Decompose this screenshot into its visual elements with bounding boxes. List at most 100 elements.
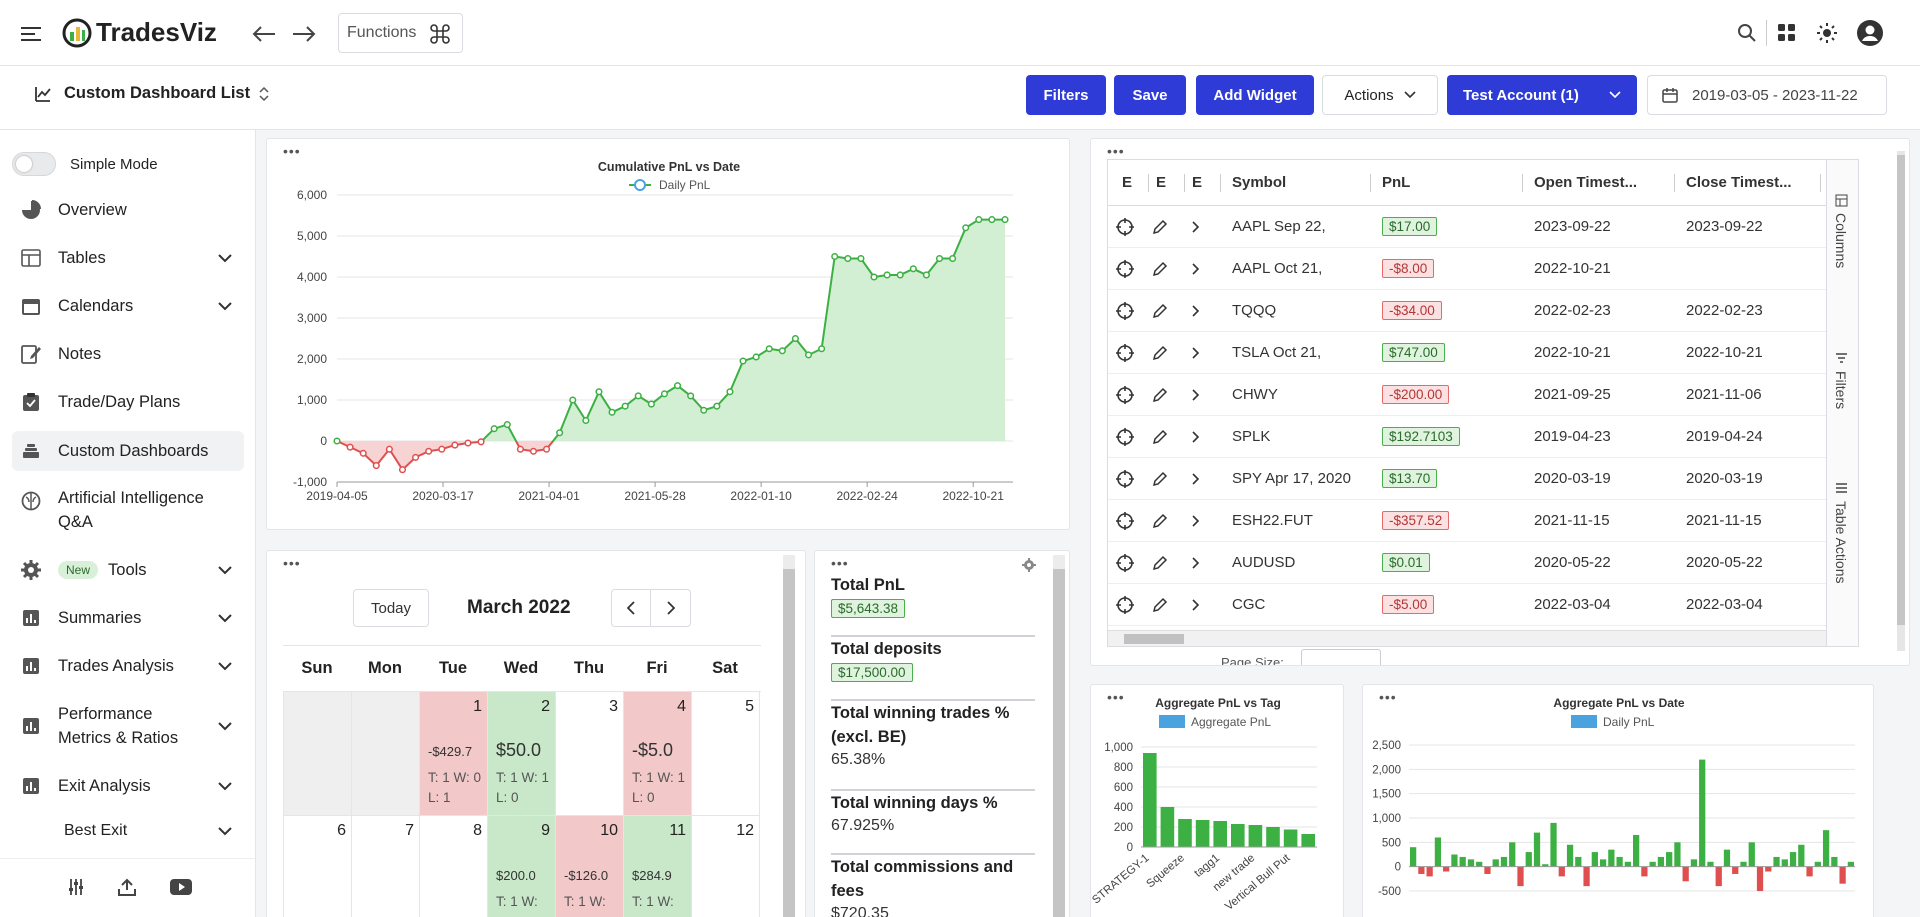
calendar-day[interactable]: 1 -$429.7 T: 1 W: 0 L: 1 <box>420 692 488 816</box>
actions-dropdown[interactable]: Actions <box>1322 75 1438 115</box>
sidebar-item-overview[interactable]: Overview <box>12 192 244 228</box>
calendar-day[interactable]: 9 $200.0 T: 1 W: <box>488 816 556 917</box>
crosshair-icon[interactable] <box>1116 374 1136 415</box>
chevron-right-icon[interactable] <box>1192 584 1208 625</box>
widget-drag-handle[interactable]: ••• <box>831 555 849 571</box>
filters-tab[interactable]: Filters <box>1833 352 1849 409</box>
pencil-icon[interactable] <box>1152 458 1172 499</box>
table-row[interactable]: AUDUSD $0.01 2020-05-22 2020-05-22 <box>1108 542 1826 584</box>
sidebar-item-notes[interactable]: Notes <box>12 336 244 372</box>
column-header[interactable]: E <box>1192 174 1203 191</box>
column-header-close[interactable]: Close Timest... <box>1686 174 1792 191</box>
table-row[interactable]: ESH22.FUT -$357.52 2021-11-15 2021-11-15 <box>1108 500 1826 542</box>
pencil-icon[interactable] <box>1152 584 1172 625</box>
sliders-icon[interactable] <box>66 877 86 897</box>
column-header[interactable]: E <box>1156 174 1167 191</box>
chevron-right-icon[interactable] <box>1192 332 1208 373</box>
calendar-day[interactable]: 11 $284.9 T: 1 W: <box>624 816 692 917</box>
column-header[interactable]: E <box>1122 174 1133 191</box>
calendar-day[interactable] <box>284 692 352 816</box>
crosshair-icon[interactable] <box>1116 542 1136 583</box>
calendar-day[interactable]: 6 <box>284 816 352 917</box>
gear-icon[interactable] <box>1021 557 1037 573</box>
table-row[interactable]: TQQQ -$34.00 2022-02-23 2022-02-23 <box>1108 290 1826 332</box>
table-row[interactable]: SPY Apr 17, 2020 $13.70 2020-03-19 2020-03-… <box>1108 458 1826 500</box>
column-header-open[interactable]: Open Timest... <box>1534 174 1638 191</box>
pencil-icon[interactable] <box>1152 374 1172 415</box>
columns-tab[interactable]: Columns <box>1833 194 1849 268</box>
youtube-icon[interactable] <box>170 877 192 897</box>
sidebar-item-ai-qa[interactable]: Artificial Intelligence Q&A <box>12 486 244 534</box>
chevron-right-icon[interactable] <box>1192 248 1208 289</box>
pencil-icon[interactable] <box>1152 416 1172 457</box>
table-row[interactable]: TSLA Oct 21, $747.00 2022-10-21 2022-10-21 <box>1108 332 1826 374</box>
sidebar-item-best-exit[interactable]: Best Exit <box>12 816 244 846</box>
table-row[interactable]: SPLK $192.7103 2019-04-23 2019-04-24 <box>1108 416 1826 458</box>
calendar-day[interactable]: 8 <box>420 816 488 917</box>
calendar-day[interactable] <box>352 692 420 816</box>
column-header-pnl[interactable]: PnL <box>1382 174 1411 191</box>
grid-apps-icon[interactable] <box>1776 22 1798 44</box>
horizontal-scrollbar[interactable] <box>1108 630 1826 646</box>
forward-arrow-icon[interactable] <box>290 20 318 48</box>
pencil-icon[interactable] <box>1152 248 1172 289</box>
pencil-icon[interactable] <box>1152 206 1172 247</box>
sidebar-item-exit-analysis[interactable]: Exit Analysis <box>12 768 244 804</box>
functions-button[interactable]: Functions <box>338 13 463 53</box>
sidebar-item-summaries[interactable]: Summaries <box>12 600 244 636</box>
crosshair-icon[interactable] <box>1116 248 1136 289</box>
dashboard-list-selector[interactable]: Custom Dashboard List <box>34 84 270 103</box>
calendar-day[interactable]: 12 <box>692 816 760 917</box>
user-avatar-icon[interactable] <box>1856 19 1884 47</box>
table-row[interactable]: CGC -$5.00 2022-03-04 2022-03-04 <box>1108 584 1826 626</box>
vertical-scrollbar[interactable] <box>1897 151 1905 651</box>
simple-mode-toggle[interactable]: Simple Mode <box>12 152 158 176</box>
calendar-day[interactable]: 3 <box>556 692 624 816</box>
chevron-right-icon[interactable] <box>1192 416 1208 457</box>
chevron-right-icon[interactable] <box>1192 290 1208 331</box>
table-row[interactable]: AAPL Oct 21, -$8.00 2022-10-21 <box>1108 248 1826 290</box>
calendar-day[interactable]: 10 -$126.0 T: 1 W: <box>556 816 624 917</box>
pencil-icon[interactable] <box>1152 290 1172 331</box>
menu-icon[interactable] <box>20 22 44 46</box>
vertical-scrollbar[interactable] <box>1053 555 1065 917</box>
crosshair-icon[interactable] <box>1116 416 1136 457</box>
table-row[interactable]: CHWY -$200.00 2021-09-25 2021-11-06 <box>1108 374 1826 416</box>
sun-theme-icon[interactable] <box>1816 22 1838 44</box>
pencil-icon[interactable] <box>1152 542 1172 583</box>
prev-month-button[interactable] <box>612 590 652 626</box>
sidebar-item-plans[interactable]: Trade/Day Plans <box>12 384 244 420</box>
sidebar-item-trades-analysis[interactable]: Trades Analysis <box>12 648 244 684</box>
add-widget-button[interactable]: Add Widget <box>1196 75 1314 115</box>
crosshair-icon[interactable] <box>1116 500 1136 541</box>
crosshair-icon[interactable] <box>1116 332 1136 373</box>
pencil-icon[interactable] <box>1152 500 1172 541</box>
page-size-select[interactable] <box>1301 649 1381 665</box>
table-actions-tab[interactable]: Table Actions <box>1833 482 1849 584</box>
widget-drag-handle[interactable]: ••• <box>283 143 301 159</box>
sidebar-item-custom-dashboards[interactable]: Custom Dashboards <box>12 431 244 471</box>
crosshair-icon[interactable] <box>1116 290 1136 331</box>
save-button[interactable]: Save <box>1114 75 1186 115</box>
chevron-right-icon[interactable] <box>1192 500 1208 541</box>
back-arrow-icon[interactable] <box>250 20 278 48</box>
calendar-day[interactable]: 7 <box>352 816 420 917</box>
widget-drag-handle[interactable]: ••• <box>1379 689 1397 705</box>
chevron-right-icon[interactable] <box>1192 206 1208 247</box>
calendar-day[interactable]: 5 <box>692 692 760 816</box>
crosshair-icon[interactable] <box>1116 458 1136 499</box>
table-row[interactable]: AAPL Sep 22, $17.00 2023-09-22 2023-09-22 <box>1108 206 1826 248</box>
next-month-button[interactable] <box>651 590 690 626</box>
sidebar-item-tools[interactable]: New Tools <box>12 552 244 588</box>
widget-drag-handle[interactable]: ••• <box>283 555 301 571</box>
date-range-picker[interactable]: 2019-03-05 - 2023-11-22 <box>1647 75 1887 115</box>
widget-drag-handle[interactable]: ••• <box>1107 689 1125 705</box>
account-selector[interactable]: Test Account (1) <box>1447 75 1637 115</box>
app-logo[interactable]: TradesViz <box>62 17 217 48</box>
sidebar-item-tables[interactable]: Tables <box>12 240 244 276</box>
sidebar-item-performance-metrics[interactable]: Performance Metrics & Ratios <box>12 702 244 750</box>
sidebar-item-calendars[interactable]: Calendars <box>12 288 244 324</box>
upload-icon[interactable] <box>116 877 138 897</box>
search-icon[interactable] <box>1736 22 1758 44</box>
crosshair-icon[interactable] <box>1116 584 1136 625</box>
